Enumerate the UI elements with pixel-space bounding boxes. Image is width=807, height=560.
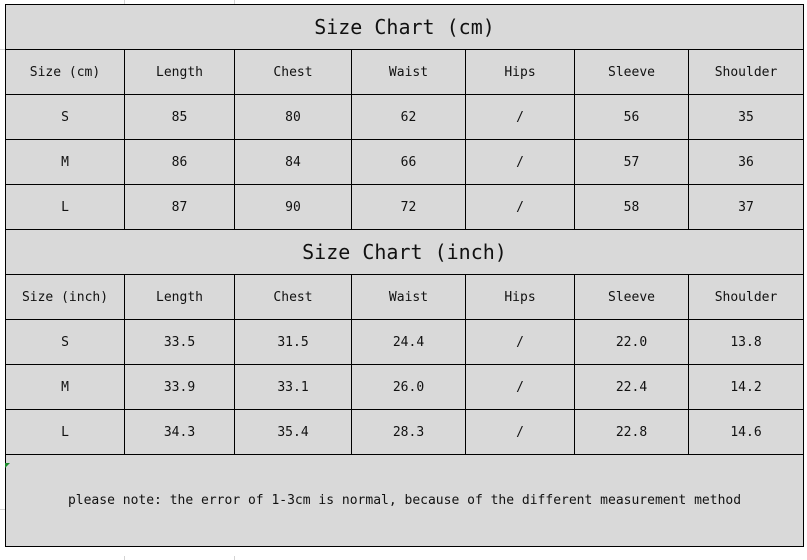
- cell: 22.8: [574, 409, 689, 455]
- cell: 84: [234, 139, 352, 185]
- cell: 37: [688, 184, 804, 230]
- cell: 14.6: [688, 409, 804, 455]
- cell: S: [5, 319, 125, 365]
- header-cell: Shoulder: [688, 274, 804, 320]
- header-cell: Chest: [234, 274, 352, 320]
- header-cell: Hips: [465, 274, 575, 320]
- sheet-gridline: [0, 509, 5, 510]
- header-cell: Sleeve: [574, 274, 689, 320]
- cell: 66: [351, 139, 466, 185]
- header-cell: Shoulder: [688, 49, 804, 95]
- cell: 33.1: [234, 364, 352, 410]
- cell: 35.4: [234, 409, 352, 455]
- cell: 57: [574, 139, 689, 185]
- cell: 80: [234, 94, 352, 140]
- cell-comment-indicator: [5, 463, 10, 468]
- measurement-note: please note: the error of 1-3cm is norma…: [5, 454, 804, 547]
- table-row: S 85 80 62 / 56 35: [5, 94, 804, 140]
- sheet-gridline: [124, 0, 125, 4]
- header-cell: Waist: [351, 274, 466, 320]
- sheet-gridline: [0, 49, 5, 50]
- cell: /: [465, 139, 575, 185]
- header-cell: Waist: [351, 49, 466, 95]
- header-cell: Chest: [234, 49, 352, 95]
- cell: 33.9: [124, 364, 235, 410]
- table-row: L 34.3 35.4 28.3 / 22.8 14.6: [5, 409, 804, 455]
- cell: 33.5: [124, 319, 235, 365]
- header-cell: Sleeve: [574, 49, 689, 95]
- cell: 90: [234, 184, 352, 230]
- cell: L: [5, 184, 125, 230]
- cell: 85: [124, 94, 235, 140]
- cell: /: [465, 364, 575, 410]
- cell: S: [5, 94, 125, 140]
- cell: L: [5, 409, 125, 455]
- cell: 22.0: [574, 319, 689, 365]
- cell: /: [465, 409, 575, 455]
- cell: 36: [688, 139, 804, 185]
- header-cell: Length: [124, 49, 235, 95]
- table-row: M 33.9 33.1 26.0 / 22.4 14.2: [5, 364, 804, 410]
- cell: 86: [124, 139, 235, 185]
- cell: 56: [574, 94, 689, 140]
- inch-table-title: Size Chart (inch): [5, 229, 804, 275]
- cell: 22.4: [574, 364, 689, 410]
- header-cell: Length: [124, 274, 235, 320]
- sheet-gridline: [234, 0, 235, 4]
- sheet-gridline: [124, 556, 125, 560]
- inch-header-row: Size (inch) Length Chest Waist Hips Slee…: [5, 274, 804, 320]
- size-chart-table: Size Chart (cm) Size (cm) Length Chest W…: [5, 4, 804, 547]
- cell: 58: [574, 184, 689, 230]
- cell: 62: [351, 94, 466, 140]
- cell: 34.3: [124, 409, 235, 455]
- cell: 24.4: [351, 319, 466, 365]
- cell: 72: [351, 184, 466, 230]
- cell: /: [465, 94, 575, 140]
- table-row: M 86 84 66 / 57 36: [5, 139, 804, 185]
- cell: 14.2: [688, 364, 804, 410]
- cell: 31.5: [234, 319, 352, 365]
- header-cell: Size (cm): [5, 49, 125, 95]
- cell: 26.0: [351, 364, 466, 410]
- cm-header-row: Size (cm) Length Chest Waist Hips Sleeve…: [5, 49, 804, 95]
- cell: 87: [124, 184, 235, 230]
- table-row: L 87 90 72 / 58 37: [5, 184, 804, 230]
- cell: /: [465, 184, 575, 230]
- cell: M: [5, 364, 125, 410]
- cell: M: [5, 139, 125, 185]
- cell: 13.8: [688, 319, 804, 365]
- cell: 35: [688, 94, 804, 140]
- cm-table-title: Size Chart (cm): [5, 4, 804, 50]
- cell: 28.3: [351, 409, 466, 455]
- header-cell: Hips: [465, 49, 575, 95]
- table-row: S 33.5 31.5 24.4 / 22.0 13.8: [5, 319, 804, 365]
- sheet-gridline: [234, 556, 235, 560]
- header-cell: Size (inch): [5, 274, 125, 320]
- cell: /: [465, 319, 575, 365]
